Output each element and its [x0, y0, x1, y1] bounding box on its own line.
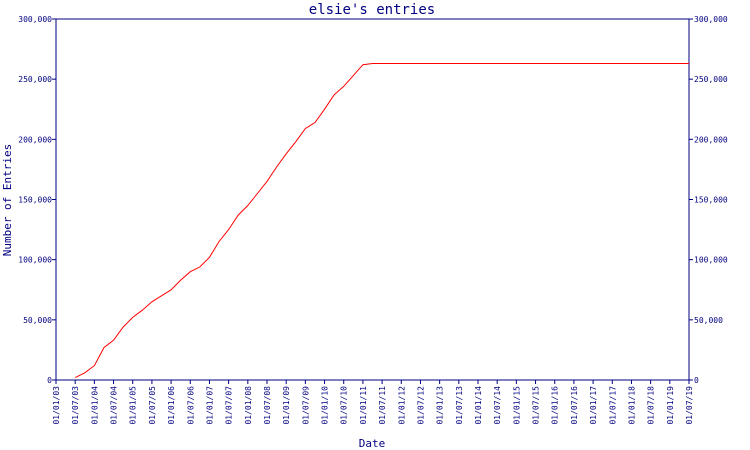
x-tick-label: 01/07/14: [493, 386, 502, 425]
x-tick-label: 01/01/10: [321, 386, 330, 425]
x-tick-label: 01/01/08: [244, 386, 253, 425]
y-tick-label-right: 300,000: [694, 15, 728, 24]
y-tick-label-right: 200,000: [694, 135, 728, 144]
x-axis: 01/01/03 01/07/03 01/01/04 01/07/04 01/01/05…: [52, 380, 694, 425]
x-tick-label: 01/07/05: [148, 386, 157, 425]
y-tick-label-left: 100,000: [18, 256, 52, 265]
x-tick-label: 01/01/12: [397, 386, 406, 425]
x-tick-label: 01/01/11: [359, 386, 368, 425]
y-axis-left: 0 50,000 100,000 150,000 200,000 250,000 300,0…: [18, 15, 56, 385]
x-tick-label: 01/01/16: [551, 386, 560, 425]
x-tick-label: 01/01/06: [167, 386, 176, 425]
x-tick-label: 01/07/19: [685, 386, 694, 425]
x-tick-label: 01/07/09: [301, 386, 310, 425]
x-tick-label: 01/07/07: [225, 386, 234, 425]
x-tick-label: 01/07/10: [340, 386, 349, 425]
x-tick-label: 01/07/04: [110, 386, 119, 425]
y-tick-label-left: 150,000: [18, 196, 52, 205]
y-tick-label-right: 150,000: [694, 196, 728, 205]
x-tick-label: 01/07/13: [455, 386, 464, 425]
x-tick-label: 01/07/16: [570, 386, 579, 425]
x-tick-label: 01/07/15: [532, 386, 541, 425]
y-tick-label-left: 0: [47, 376, 52, 385]
x-axis-title: Date: [359, 437, 386, 450]
x-tick-label: 01/01/17: [589, 386, 598, 425]
y-tick-label-right: 50,000: [694, 316, 723, 325]
x-tick-label: 01/07/17: [608, 386, 617, 425]
x-tick-label: 01/01/09: [282, 386, 291, 425]
y-axis-right: 0 50,000 100,000 150,000 200,000 250,000 300,0…: [689, 15, 728, 385]
y-tick-label-left: 300,000: [18, 15, 52, 24]
x-tick-label: 01/07/12: [416, 386, 425, 425]
x-tick-label: 01/07/11: [378, 386, 387, 425]
x-tick-label: 01/07/06: [186, 386, 195, 425]
y-tick-label-left: 50,000: [23, 316, 52, 325]
chart-title: elsie's entries: [309, 2, 435, 18]
entries-series-line: [74, 63, 689, 379]
y-tick-label-right: 250,000: [694, 75, 728, 84]
x-tick-label: 01/01/03: [52, 386, 61, 425]
x-tick-label: 01/01/05: [129, 386, 138, 425]
x-tick-label: 01/01/07: [205, 386, 214, 425]
x-tick-label: 01/01/14: [474, 386, 483, 425]
x-tick-label: 01/01/18: [627, 386, 636, 425]
y-tick-label-left: 250,000: [18, 75, 52, 84]
x-tick-label: 01/01/13: [436, 386, 445, 425]
x-tick-label: 01/01/19: [666, 386, 675, 425]
y-axis-title: Number of Entries: [1, 144, 14, 257]
x-tick-label: 01/01/04: [90, 386, 99, 425]
x-tick-label: 01/01/15: [512, 386, 521, 425]
y-tick-label-right: 0: [694, 376, 699, 385]
x-tick-label: 01/07/03: [71, 386, 80, 425]
x-tick-label: 01/07/08: [263, 386, 272, 425]
y-tick-label-left: 200,000: [18, 135, 52, 144]
plot-frame: [55, 18, 690, 381]
x-tick-label: 01/07/18: [647, 386, 656, 425]
y-tick-label-right: 100,000: [694, 256, 728, 265]
